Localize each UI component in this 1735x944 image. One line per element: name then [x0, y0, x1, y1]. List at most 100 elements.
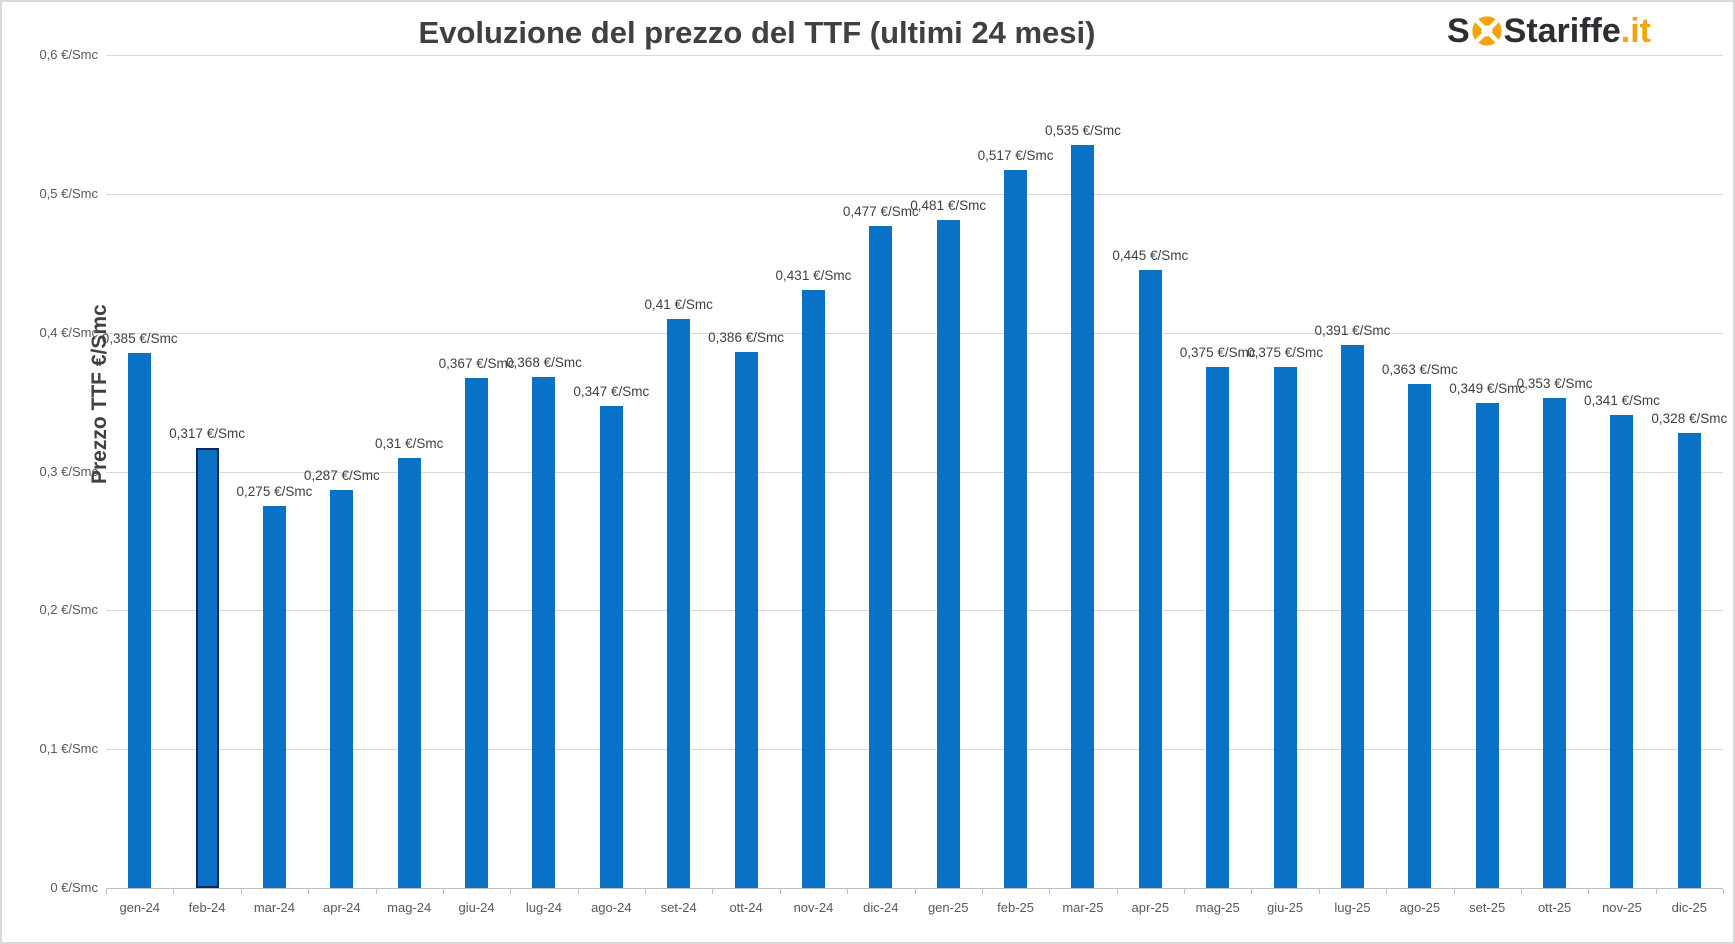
y-axis-tick-label: 0,4 €/Smc: [39, 324, 98, 340]
bar-value-label: 0,535 €/Smc: [1045, 123, 1121, 139]
bar-value-label: 0,481 €/Smc: [910, 198, 987, 214]
y-axis-tick-label: 0,3 €/Smc: [39, 463, 98, 479]
bar: [1475, 403, 1499, 888]
x-axis-category-label: ago-24: [591, 900, 632, 915]
bar-value-label: 0,328 €/Smc: [1651, 410, 1728, 426]
x-axis-tick: [981, 889, 983, 894]
bar: [465, 378, 489, 888]
bar: [397, 457, 421, 888]
bar-value-label: 0,375 €/Smc: [1247, 345, 1323, 361]
bar-value-label: 0,367 €/Smc: [438, 356, 515, 372]
bar: [330, 489, 354, 888]
x-axis-tick: [1453, 889, 1455, 894]
x-axis-category-label: dic-25: [1671, 900, 1708, 915]
bar: [1677, 432, 1701, 888]
gridline: [106, 749, 1723, 751]
x-axis-category-label: ott-24: [729, 900, 763, 915]
bar: [734, 352, 758, 888]
y-axis-tick-label: 0,6 €/Smc: [39, 47, 98, 62]
bar-value-label: 0,317 €/Smc: [169, 425, 245, 441]
x-axis-tick: [779, 889, 781, 894]
bar-value-label: 0,353 €/Smc: [1516, 375, 1593, 391]
bar-value-label: 0,349 €/Smc: [1449, 381, 1526, 397]
x-axis-tick: [1184, 889, 1185, 894]
y-axis-tick-label: 0,5 €/Smc: [39, 185, 98, 201]
x-axis-category-label: nov-25: [1602, 900, 1642, 915]
bar-value-label: 0,431 €/Smc: [775, 267, 852, 283]
chart-title: Evoluzione del prezzo del TTF (ultimi 24…: [418, 15, 1096, 50]
bar: [869, 225, 893, 888]
x-axis-category-label: gen-24: [119, 900, 160, 915]
x-axis-category-label: giu-24: [458, 900, 495, 915]
logo-text-tariffe: tariffe: [1526, 12, 1621, 50]
x-axis-category-label: apr-24: [323, 900, 361, 915]
x-axis-line: [106, 888, 1723, 889]
bar: [1340, 345, 1364, 888]
bar-value-label: 0,445 €/Smc: [1112, 248, 1189, 264]
gridline: [106, 471, 1723, 473]
bar-value-label: 0,31 €/Smc: [375, 435, 444, 451]
x-axis-tick: [577, 889, 579, 894]
x-axis-category-label: apr-25: [1131, 900, 1170, 915]
x-axis-tick: [847, 889, 849, 894]
bar: [1610, 414, 1634, 888]
x-axis-tick: [1655, 889, 1657, 894]
x-axis-tick: [1520, 889, 1522, 894]
x-axis-tick: [173, 889, 175, 894]
gridline: [106, 610, 1723, 612]
x-axis-category-label: feb-25: [997, 900, 1034, 915]
y-axis-tick-label: 0,1 €/Smc: [39, 741, 98, 757]
x-axis-category-label: giu-25: [1266, 900, 1304, 915]
x-axis-category-label: lug-24: [525, 900, 563, 915]
logo-text-it: .it: [1620, 12, 1651, 50]
x-axis-category-label: mar-24: [253, 900, 296, 915]
bar: [599, 406, 623, 888]
logo-text-s2: S: [1503, 12, 1527, 50]
bar: [195, 447, 219, 888]
x-axis-tick: [712, 889, 714, 894]
x-axis-category-label: ott-25: [1537, 900, 1572, 915]
x-axis-tick: [1318, 889, 1320, 894]
bar: [532, 377, 556, 888]
bar-value-label: 0,477 €/Smc: [842, 203, 919, 219]
x-axis-tick: [645, 889, 646, 894]
x-axis-tick: [1386, 889, 1388, 894]
bar: [1071, 145, 1095, 888]
x-axis-category-label: mar-25: [1062, 900, 1104, 915]
bar: [1004, 170, 1028, 888]
bar: [1543, 397, 1567, 888]
gridline: [106, 193, 1723, 195]
bar-value-label: 0,341 €/Smc: [1584, 392, 1660, 408]
x-axis-category-label: dic-24: [863, 900, 899, 915]
x-axis-tick: [1116, 889, 1118, 894]
x-axis-category-label: set-25: [1469, 900, 1506, 915]
x-axis-category-label: set-24: [660, 900, 697, 915]
x-axis-tick: [308, 889, 310, 894]
bar-value-label: 0,368 €/Smc: [506, 355, 582, 371]
bar-value-label: 0,287 €/Smc: [303, 467, 380, 483]
x-axis-category-label: mag-24: [387, 900, 432, 915]
bar: [1408, 384, 1432, 888]
bar: [801, 289, 825, 888]
y-axis-tick-label: 0,2 €/Smc: [39, 602, 98, 618]
x-axis-category-label: lug-25: [1334, 900, 1371, 915]
bar-value-label: 0,391 €/Smc: [1314, 323, 1391, 339]
bar: [1206, 367, 1230, 888]
x-axis-category-label: feb-24: [188, 900, 226, 915]
x-axis-tick: [1049, 889, 1051, 894]
x-axis-tick: [914, 889, 916, 894]
bar-value-label: 0,347 €/Smc: [573, 384, 650, 400]
x-axis-category-label: nov-24: [793, 900, 834, 915]
x-axis-tick: [442, 889, 444, 894]
x-axis-tick: [1588, 889, 1590, 894]
bar: [1138, 270, 1162, 888]
bar: [667, 318, 691, 888]
bar-value-label: 0,363 €/Smc: [1381, 362, 1458, 378]
x-axis-tick: [106, 889, 107, 894]
logo-text-s1: S: [1446, 12, 1470, 50]
x-axis-tick: [1251, 889, 1253, 894]
bar: [936, 220, 960, 888]
gridline: [106, 332, 1723, 334]
